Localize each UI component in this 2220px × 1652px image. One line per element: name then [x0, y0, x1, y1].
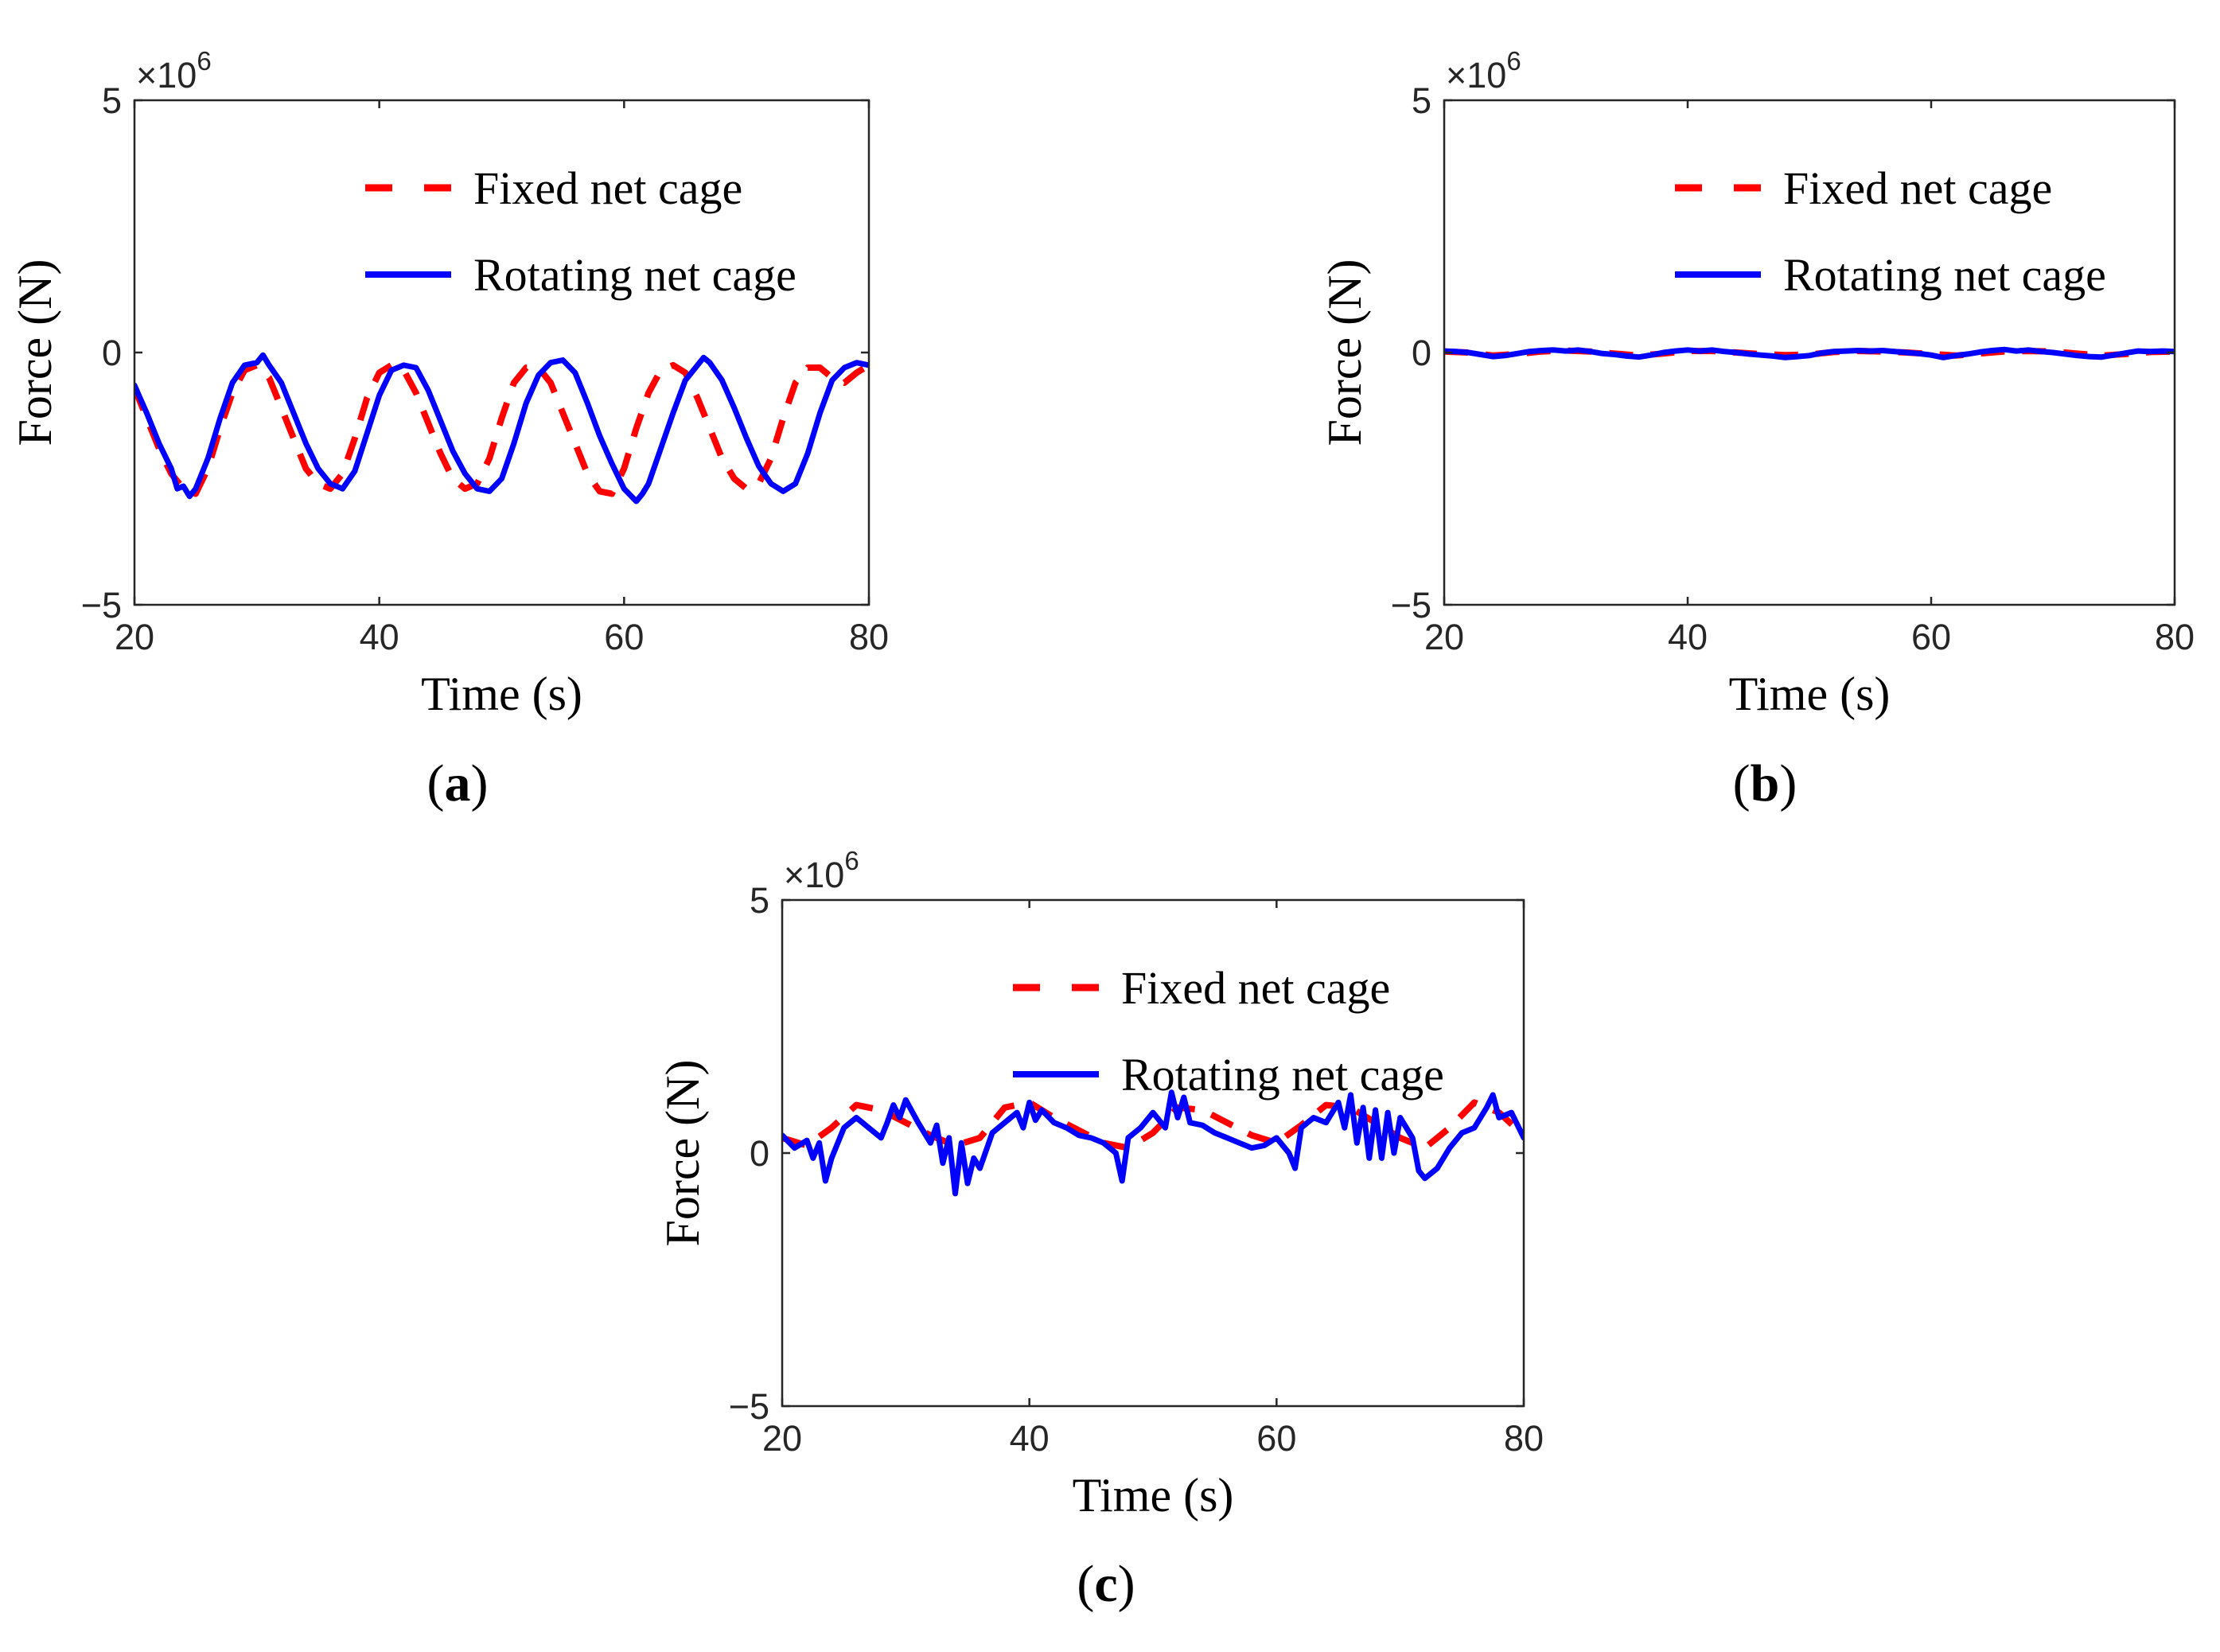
x-tick-label: 80: [2155, 617, 2195, 657]
multiplier-exponent: 6: [844, 846, 859, 875]
caption-paren-right: ): [1118, 1555, 1135, 1613]
caption-letter: a: [445, 754, 471, 812]
multiplier-exponent: 6: [1506, 46, 1521, 76]
panel-b: 20 40 60 80 −5 0 5 ×106 Time (s) Force (N) Fixed n…: [1318, 46, 2195, 812]
caption-paren-left: (: [1077, 1555, 1094, 1613]
caption-paren-left: (: [1733, 754, 1751, 812]
series-line-fixed: [134, 361, 869, 497]
x-tick-label: 40: [360, 617, 399, 657]
x-axis-label: Time (s): [1073, 1469, 1234, 1521]
panel-c: 20 40 60 80 −5 0 5 ×106 Time (s) Force (N) Fixed n…: [656, 846, 1544, 1613]
legend-label-rotating: Rotating net cage: [1121, 1049, 1444, 1101]
y-tick-label: 0: [750, 1133, 769, 1174]
x-tick-label: 80: [1504, 1418, 1544, 1459]
multiplier-base: ×10: [784, 855, 844, 895]
multiplier-base: ×10: [136, 55, 197, 95]
caption-paren-right: ): [471, 754, 489, 812]
legend-label-rotating: Rotating net cage: [473, 249, 796, 301]
y-tick-label: −5: [729, 1386, 769, 1427]
x-tick-label: 20: [1424, 617, 1464, 657]
caption-paren-right: ): [1779, 754, 1797, 812]
y-tick-label: 0: [102, 333, 122, 373]
caption-paren-left: (: [427, 754, 445, 812]
y-tick-label: 5: [1412, 80, 1431, 121]
y-tick-label: 0: [1412, 333, 1431, 373]
y-tick-label: 5: [102, 80, 122, 121]
multiplier-base: ×10: [1446, 55, 1506, 95]
series-line-rotating: [782, 1089, 1524, 1197]
x-axis-label: Time (s): [1729, 668, 1891, 720]
y-multiplier: ×106: [136, 46, 212, 95]
x-tick-label: 80: [849, 617, 889, 657]
panel-a: 20 40 60 80 −5 0 5 ×106 Time (s) Force (N) Fixed n…: [9, 46, 889, 812]
series-line-fixed: [782, 1099, 1524, 1151]
series-line-rotating: [1444, 346, 2175, 360]
x-tick-label: 60: [1256, 1418, 1296, 1459]
legend-label-fixed: Fixed net cage: [1783, 162, 2052, 214]
y-tick-label: −5: [1391, 585, 1431, 625]
legend-label-rotating: Rotating net cage: [1783, 249, 2106, 301]
legend-label-fixed: Fixed net cage: [1121, 962, 1390, 1014]
panel-caption: (b): [1733, 754, 1797, 812]
y-axis-label: Force (N): [1318, 259, 1371, 446]
x-axis-label: Time (s): [421, 668, 582, 720]
x-tick-label: 40: [1010, 1418, 1050, 1459]
y-multiplier: ×106: [1446, 46, 1521, 95]
y-tick-label: 5: [750, 880, 769, 921]
series-line-rotating: [134, 352, 869, 505]
panel-caption: (a): [427, 754, 489, 812]
x-tick-label: 60: [1911, 617, 1951, 657]
caption-letter: c: [1094, 1555, 1117, 1613]
y-axis-label: Force (N): [9, 259, 61, 446]
y-multiplier: ×106: [784, 846, 859, 895]
multiplier-exponent: 6: [197, 46, 211, 76]
y-axis-label: Force (N): [656, 1060, 709, 1247]
x-tick-label: 20: [115, 617, 154, 657]
y-tick-label: −5: [81, 585, 122, 625]
legend-label-fixed: Fixed net cage: [473, 162, 742, 214]
panel-caption: (c): [1077, 1555, 1135, 1613]
x-tick-label: 40: [1668, 617, 1708, 657]
x-tick-label: 60: [604, 617, 644, 657]
x-tick-label: 20: [762, 1418, 802, 1459]
caption-letter: b: [1751, 754, 1780, 812]
